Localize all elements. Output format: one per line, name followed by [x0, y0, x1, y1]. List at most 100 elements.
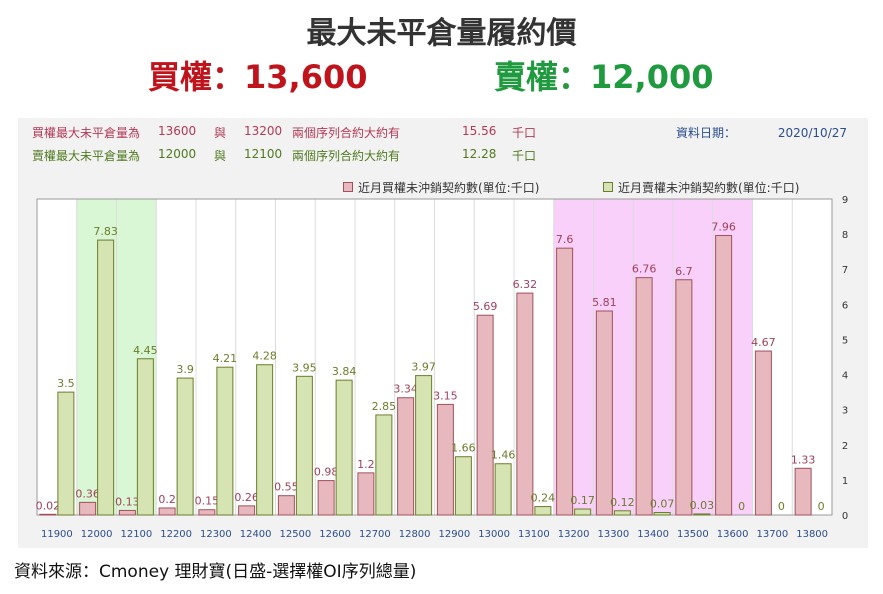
call-info-label: 買權最大未平倉量為	[32, 126, 141, 140]
put-bar	[574, 508, 592, 516]
put-bar	[57, 391, 75, 516]
x-tick-label: 12800	[399, 529, 431, 540]
call-bar	[317, 480, 335, 516]
call-info-amount: 15.56	[462, 124, 497, 138]
x-tick-label: 12300	[200, 529, 232, 540]
call-value-label: 3.34	[393, 383, 418, 396]
put-info-unit: 千口	[512, 149, 537, 163]
put-value-label: 1.46	[491, 449, 516, 462]
put-value-label: 2.85	[372, 400, 397, 413]
y-tick-label: 0	[842, 511, 848, 522]
call-bar	[39, 513, 57, 516]
x-tick-label: 12200	[160, 529, 192, 540]
call-value-label: 6.76	[632, 263, 657, 276]
x-tick-label: 12900	[438, 529, 470, 540]
put-bar	[613, 510, 631, 516]
x-tick-label: 13400	[637, 529, 669, 540]
call-info-and: 與	[214, 126, 227, 140]
put-value-label: 0.17	[570, 494, 595, 507]
put-bar	[97, 239, 115, 516]
put-value-label: 4.28	[252, 350, 277, 363]
call-value-label: 0.13	[115, 495, 140, 508]
put-value-label: 7.83	[93, 225, 118, 238]
call-bar	[476, 314, 494, 516]
x-tick-label: 13000	[478, 529, 510, 540]
call-value-label: 0.98	[314, 466, 339, 479]
legend-put-label: 近月賣權未沖銷契約數(單位:千口)	[618, 181, 800, 195]
x-tick-label: 11900	[41, 529, 73, 540]
put-bar	[415, 375, 433, 516]
put-bar	[653, 512, 671, 516]
call-info-desc: 兩個序列合約大約有	[292, 126, 401, 140]
call-max-strike: 買權：13,600	[148, 58, 368, 96]
call-bar	[397, 397, 415, 516]
page-title: 最大未平倉量履約價	[306, 16, 577, 51]
call-value-label: 7.96	[711, 221, 736, 234]
put-bar	[216, 366, 234, 516]
put-value-label: 0.03	[690, 499, 715, 512]
x-tick-label: 12600	[319, 529, 351, 540]
y-tick-label: 2	[842, 441, 848, 452]
call-value-label: 1.2	[357, 458, 375, 471]
call-info-strike2: 13200	[244, 124, 283, 138]
put-bar	[256, 364, 274, 516]
source-note: 資料來源：Cmoney 理財寶(日盛-選擇權OI序列總量)	[14, 562, 417, 582]
x-tick-label: 12000	[81, 529, 113, 540]
x-tick-label: 13300	[597, 529, 629, 540]
call-value-label: 0.55	[274, 481, 299, 494]
put-info-strike1: 12000	[158, 147, 197, 161]
put-info-and: 與	[214, 149, 227, 163]
call-info-strike1: 13600	[158, 124, 197, 138]
put-bar	[295, 375, 313, 516]
call-bar	[118, 509, 136, 516]
put-bar	[693, 513, 711, 516]
put-value-label: 0	[818, 500, 825, 513]
legend-call-swatch	[343, 182, 353, 192]
put-bar	[136, 358, 154, 516]
put-info-label: 賣權最大未平倉量為	[32, 149, 141, 163]
x-tick-label: 13200	[558, 529, 590, 540]
x-tick-label: 13700	[756, 529, 788, 540]
put-value-label: 3.84	[332, 365, 357, 378]
call-value-label: 0.02	[36, 499, 61, 512]
call-value-label: 0.26	[234, 491, 259, 504]
call-bar	[715, 235, 733, 516]
x-tick-label: 13500	[677, 529, 709, 540]
call-value-label: 7.6	[556, 233, 574, 246]
y-tick-label: 5	[842, 335, 848, 346]
x-tick-label: 12500	[279, 529, 311, 540]
call-value-label: 0.36	[75, 487, 100, 500]
put-value-label: 0.07	[650, 498, 675, 511]
call-value-label: 0.2	[158, 493, 176, 506]
call-value-label: 0.15	[195, 495, 220, 508]
put-bar	[494, 463, 512, 516]
y-tick-label: 1	[842, 476, 848, 487]
call-bar	[277, 495, 295, 516]
x-tick-label: 12400	[240, 529, 272, 540]
call-value-label: 6.7	[675, 265, 693, 278]
x-tick-label: 13100	[518, 529, 550, 540]
put-info-amount: 12.28	[462, 147, 497, 161]
put-info-strike2: 12100	[244, 147, 283, 161]
x-tick-label: 13600	[717, 529, 749, 540]
put-bar	[335, 379, 353, 516]
data-date-value: 2020/10/27	[777, 126, 848, 140]
call-value-label: 3.15	[433, 389, 458, 402]
legend-put-swatch	[603, 182, 613, 192]
y-tick-label: 3	[842, 406, 848, 417]
put-bar	[534, 506, 552, 516]
x-tick-label: 12700	[359, 529, 391, 540]
put-value-label: 0.24	[531, 492, 556, 505]
put-value-label: 3.95	[292, 361, 317, 374]
call-bar	[635, 277, 653, 516]
call-bar	[595, 310, 613, 516]
y-tick-label: 4	[842, 371, 848, 382]
legend-call: 近月買權未沖銷契約數(單位:千口)	[343, 179, 539, 196]
x-tick-label: 12100	[120, 529, 152, 540]
call-bar	[516, 292, 534, 516]
call-bar	[357, 472, 375, 516]
put-info-desc: 兩個序列合約大約有	[292, 149, 401, 163]
put-value-label: 0	[778, 500, 785, 513]
put-value-label: 3.5	[57, 377, 75, 390]
